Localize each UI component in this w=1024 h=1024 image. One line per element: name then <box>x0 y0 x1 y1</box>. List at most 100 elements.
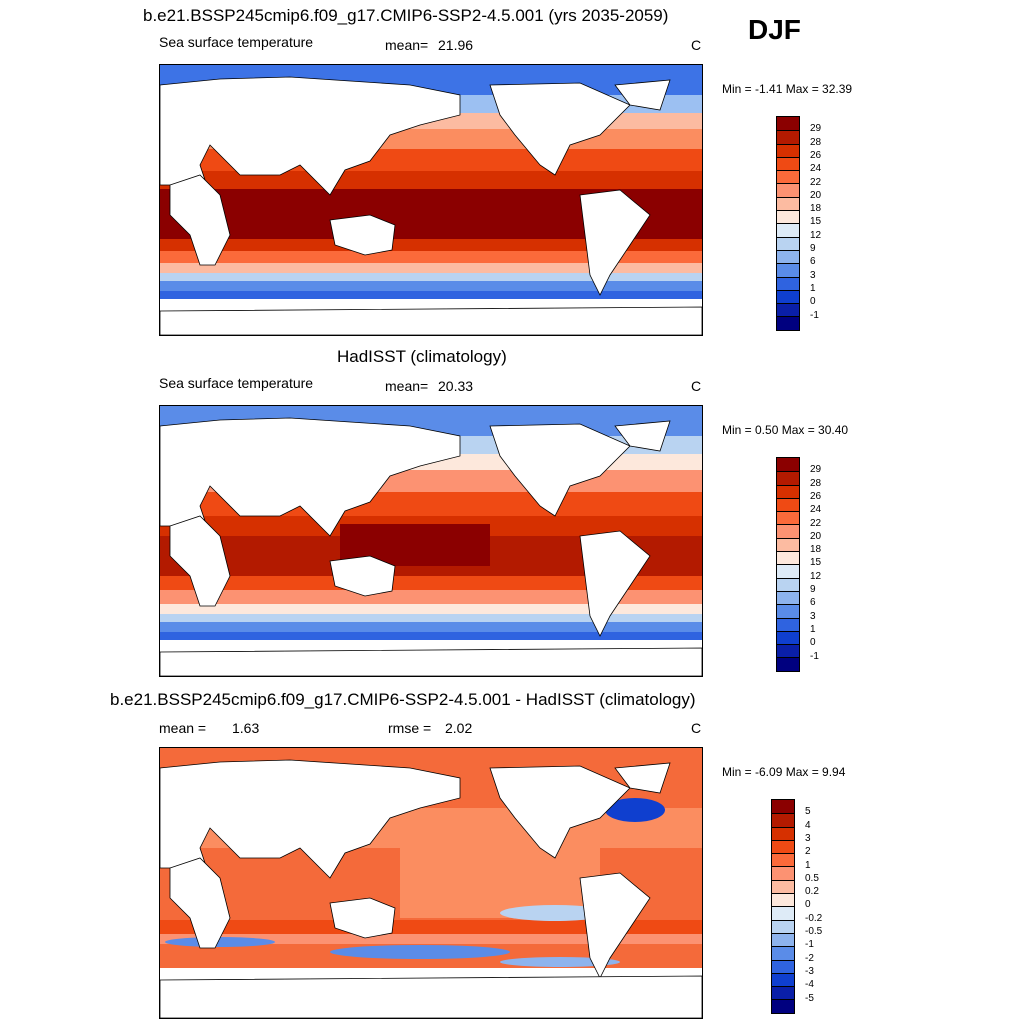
colorbar-segment <box>777 223 799 237</box>
colorbar-segment <box>777 303 799 317</box>
colorbar-tick-label: -0.5 <box>805 926 823 937</box>
colorbar-tick-label: 22 <box>810 176 822 188</box>
colorbar-tick-label: 18 <box>810 544 822 556</box>
panel3-rmse-value: 2.02 <box>445 720 473 736</box>
colorbar-tick-label: 6 <box>810 597 816 609</box>
colorbar-segment <box>777 316 799 330</box>
colorbar-segment <box>777 630 799 645</box>
colorbar-tick-label: 3 <box>805 832 811 844</box>
colorbar-segment <box>772 853 794 867</box>
panel2-colorbar <box>776 457 800 672</box>
panel1-unit: C <box>691 37 702 53</box>
colorbar-tick-label: 24 <box>810 163 822 175</box>
panel1-colorbar <box>776 116 800 331</box>
colorbar-segment <box>777 644 799 658</box>
panel2-map <box>159 405 703 677</box>
colorbar-segment <box>772 906 794 920</box>
panel3-title: b.e21.BSSP245cmip6.f09_g17.CMIP6-SSP2-4.… <box>110 690 696 709</box>
colorbar-segment <box>777 551 799 565</box>
colorbar-tick-label: 28 <box>810 477 822 489</box>
colorbar-tick-label: -0.2 <box>805 912 823 924</box>
colorbar-tick-label: 2 <box>805 846 811 858</box>
colorbar-segment <box>777 617 799 631</box>
colorbar-tick-label: -4 <box>805 979 814 991</box>
colorbar-segment <box>772 999 794 1013</box>
colorbar-tick-label: -2 <box>805 952 814 964</box>
colorbar-segment <box>777 183 799 197</box>
colorbar-tick-label: -1 <box>810 309 819 321</box>
colorbar-segment <box>777 657 799 671</box>
colorbar-tick-label: 12 <box>810 229 822 241</box>
colorbar-segment <box>777 577 799 591</box>
panel3-unit: C <box>691 720 702 736</box>
colorbar-tick-label: 4 <box>805 819 811 831</box>
colorbar-tick-label: 26 <box>810 490 822 502</box>
colorbar-segment <box>777 604 799 618</box>
colorbar-tick-label: 20 <box>810 189 822 201</box>
panel3-mean-label: mean = <box>159 720 207 736</box>
colorbar-segment <box>777 590 799 605</box>
colorbar-tick-label: 0 <box>810 296 816 308</box>
colorbar-tick-label: 28 <box>810 136 822 148</box>
panel1-minmax: Min = -1.41 Max = 32.39 <box>722 82 853 96</box>
colorbar-tick-label: 18 <box>810 203 822 215</box>
colorbar-segment <box>772 932 794 947</box>
colorbar-tick-label: 1 <box>810 282 816 294</box>
panel1-mean-value: 21.96 <box>438 37 474 53</box>
panel3-map <box>159 747 703 1019</box>
colorbar-tick-label: 0.2 <box>805 886 819 898</box>
colorbar-segment <box>772 946 794 960</box>
colorbar-tick-label: 1 <box>810 623 816 635</box>
season-label: DJF <box>748 14 801 45</box>
panel1-variable-label: Sea surface temperature <box>159 34 314 50</box>
colorbar-segment <box>777 117 799 131</box>
colorbar-segment <box>777 511 799 525</box>
panel3-minmax: Min = -6.09 Max = 9.94 <box>722 765 846 779</box>
panel2-unit: C <box>691 378 702 394</box>
colorbar-segment <box>777 289 799 304</box>
colorbar-tick-label: 0 <box>810 637 816 649</box>
colorbar-tick-label: 9 <box>810 243 816 254</box>
colorbar-tick-label: -5 <box>805 992 814 1004</box>
colorbar-tick-label: 12 <box>810 570 822 582</box>
colorbar-segment <box>772 919 794 933</box>
panel3-mean-value: 1.63 <box>232 720 260 736</box>
panel3-colorbar <box>771 799 795 1014</box>
colorbar-tick-label: -3 <box>805 965 814 977</box>
colorbar-segment <box>772 972 794 987</box>
colorbar-tick-label: -1 <box>805 939 814 951</box>
colorbar-segment <box>772 826 794 840</box>
colorbar-segment <box>777 156 799 171</box>
panel2-minmax: Min = 0.50 Max = 30.40 <box>722 423 849 437</box>
colorbar-segment <box>772 839 794 854</box>
colorbar-segment <box>772 986 794 1000</box>
colorbar-segment <box>777 484 799 498</box>
colorbar-tick-label: 20 <box>810 530 822 542</box>
colorbar-tick-label: 15 <box>810 216 822 228</box>
colorbar-segment <box>772 959 794 973</box>
colorbar-tick-label: 3 <box>810 610 816 622</box>
colorbar-segment <box>777 276 799 290</box>
colorbar-tick-label: 5 <box>805 806 811 818</box>
colorbar-segment <box>772 866 794 880</box>
colorbar-tick-label: 3 <box>810 269 816 281</box>
colorbar-segment <box>772 800 794 814</box>
colorbar-segment <box>777 249 799 264</box>
colorbar-tick-label: -1 <box>810 650 819 662</box>
panel3-rmse-label: rmse = <box>388 720 432 736</box>
colorbar-segment <box>777 458 799 472</box>
colorbar-segment <box>777 471 799 485</box>
colorbar-tick-label: 24 <box>810 504 822 516</box>
panel2-title: HadISST (climatology) <box>337 347 507 366</box>
panel2-variable-label: Sea surface temperature <box>159 375 314 391</box>
colorbar-segment <box>777 263 799 277</box>
colorbar-segment <box>777 537 799 552</box>
colorbar-tick-label: 29 <box>810 464 822 476</box>
colorbar-tick-label: 1 <box>805 859 811 871</box>
colorbar-segment <box>777 524 799 538</box>
panel2-mean-label: mean= <box>385 378 429 394</box>
colorbar-segment <box>777 143 799 157</box>
colorbar-segment <box>772 879 794 894</box>
colorbar-tick-label: 9 <box>810 584 816 595</box>
colorbar-tick-label: 22 <box>810 517 822 529</box>
